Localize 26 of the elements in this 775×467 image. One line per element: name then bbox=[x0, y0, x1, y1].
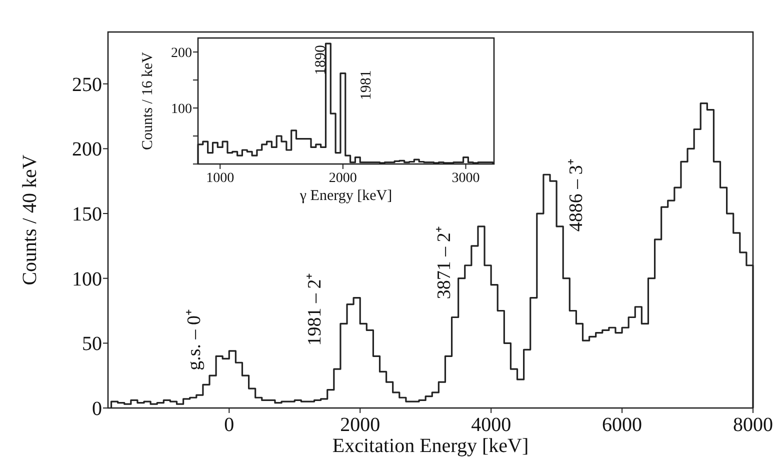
y-tick-label: 50 bbox=[82, 333, 102, 356]
x-axis-title: Excitation Energy [keV] bbox=[332, 435, 529, 457]
y-tick-label: 200 bbox=[171, 46, 192, 61]
x-axis-title: γ Energy [keV] bbox=[298, 188, 392, 204]
annotation: 1981 bbox=[358, 70, 374, 100]
y-axis-title: Counts / 40 keV bbox=[19, 154, 41, 286]
annotation: 3871 – 2⁺ bbox=[434, 226, 455, 300]
annotation: g.s. – 0⁺ bbox=[184, 309, 205, 370]
y-tick-label: 150 bbox=[72, 204, 102, 226]
x-tick-label: 6000 bbox=[602, 414, 642, 436]
x-tick-label: 2000 bbox=[340, 414, 380, 436]
annotation: 1890 bbox=[313, 44, 330, 75]
annotation: 1981 – 2⁺ bbox=[304, 273, 326, 346]
y-tick-label: 0 bbox=[92, 398, 102, 420]
x-tick-label: 0 bbox=[224, 414, 234, 436]
y-axis-title: Counts / 16 keV bbox=[140, 52, 156, 150]
y-tick-label: 100 bbox=[171, 102, 192, 117]
y-tick-label: 100 bbox=[72, 268, 102, 290]
annotation: 4886 – 3⁺ bbox=[566, 159, 588, 232]
x-tick-label: 2000 bbox=[328, 170, 357, 186]
x-tick-label: 1000 bbox=[206, 170, 234, 186]
x-tick-label: 3000 bbox=[452, 170, 480, 186]
x-tick-label: 4000 bbox=[471, 414, 512, 436]
y-tick-label: 250 bbox=[72, 74, 102, 96]
x-tick-label: 8000 bbox=[733, 414, 773, 436]
y-tick-label: 200 bbox=[72, 138, 102, 161]
